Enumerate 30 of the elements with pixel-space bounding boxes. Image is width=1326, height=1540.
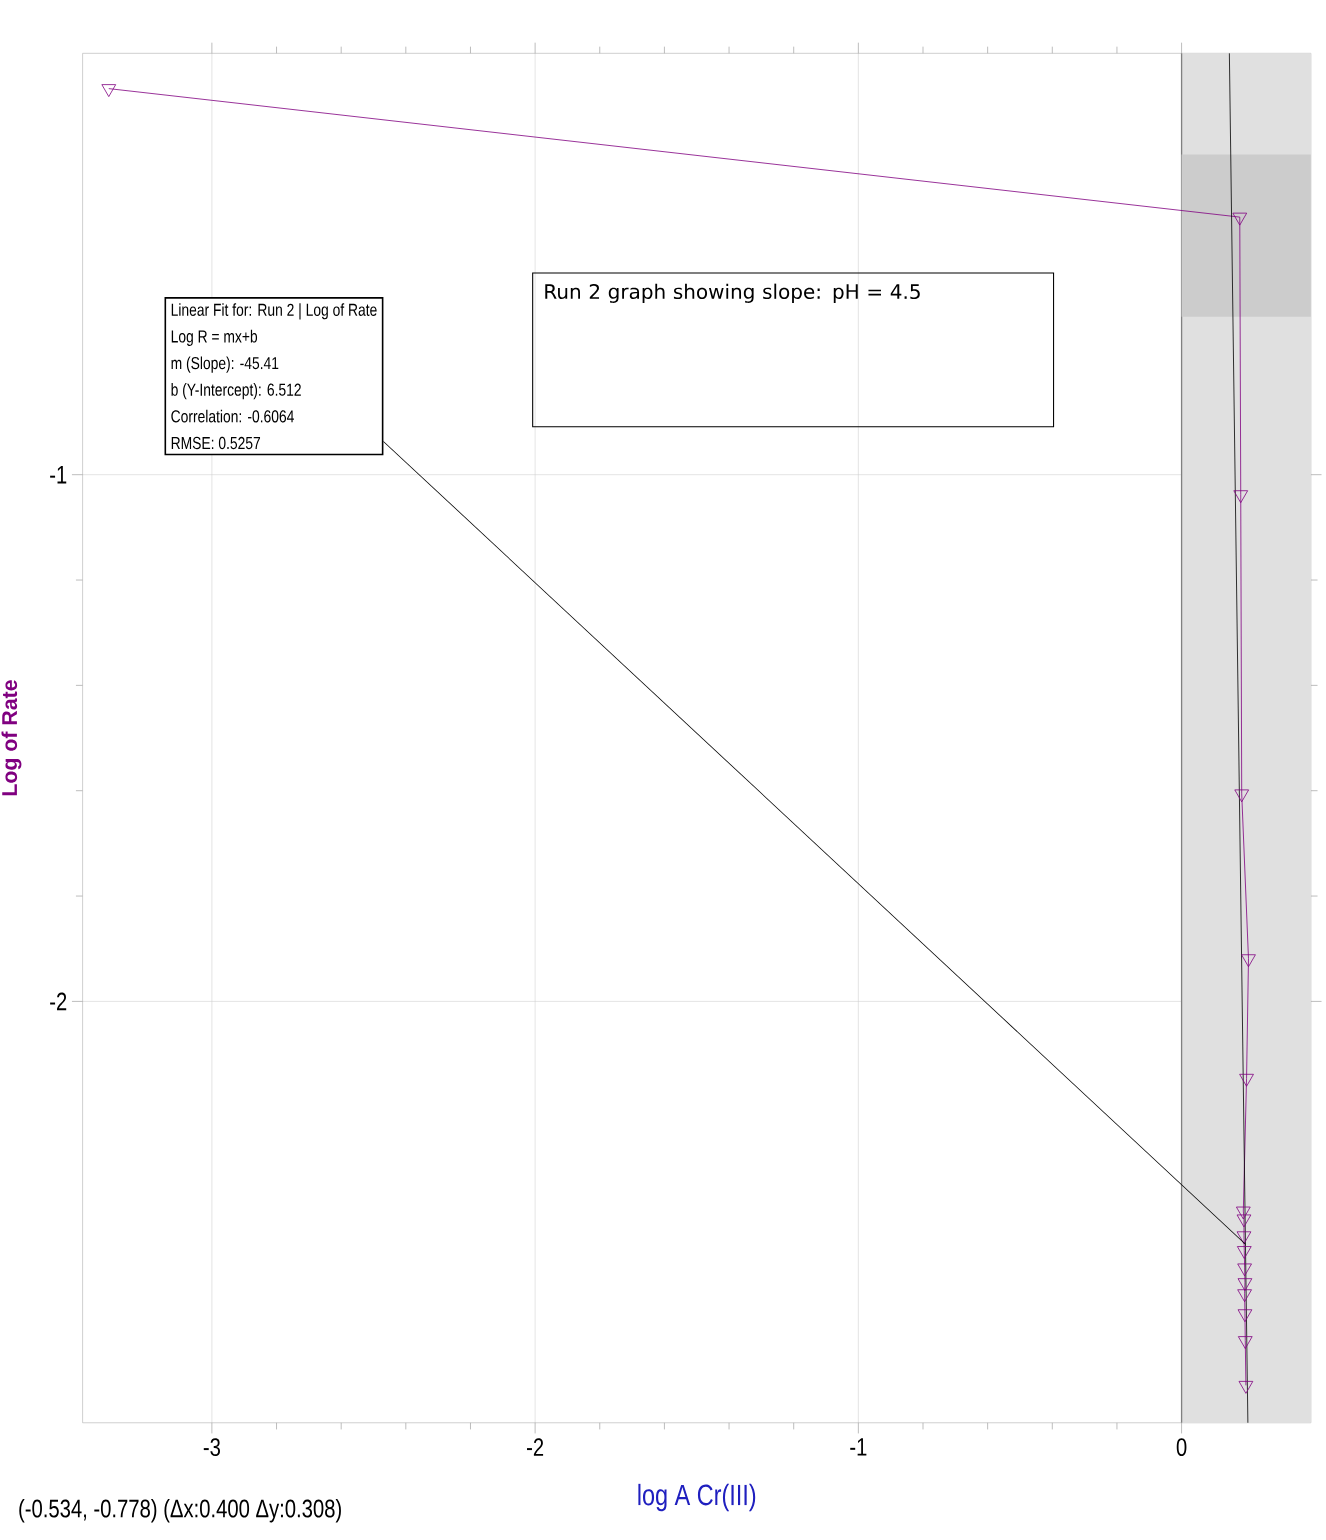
point xyxy=(1237,1289,1253,1303)
x-tick-label: -2 xyxy=(527,1438,544,1456)
point xyxy=(1238,1336,1253,1349)
x-tick-label: -3 xyxy=(204,1438,221,1457)
point xyxy=(1241,954,1257,968)
annotation: m (Slope): -45.41 xyxy=(171,356,279,373)
x-tick-label: -1 xyxy=(850,1438,867,1456)
annotation: b (Y-Intercept): 6.512 xyxy=(171,383,302,400)
annotation: Run 2 graph showing slope: pH = 4.5 xyxy=(545,283,921,303)
point xyxy=(1237,1278,1253,1292)
point xyxy=(1233,490,1249,504)
point xyxy=(1236,1206,1251,1220)
annotation: RMSE: 0.5257 xyxy=(172,436,261,450)
point xyxy=(1236,1231,1252,1245)
annotation: Log R = mx+b xyxy=(172,329,258,346)
point xyxy=(101,84,117,97)
annotation: Linear Fit for: Run 2 | Log of Rate xyxy=(172,303,377,320)
annotation: Correlation: -0.6064 xyxy=(171,409,295,423)
point xyxy=(1234,789,1250,803)
point xyxy=(1232,212,1248,226)
point xyxy=(1237,1263,1253,1277)
point xyxy=(1236,1214,1252,1228)
x-tick-label: 0 xyxy=(1176,1438,1187,1457)
point xyxy=(1238,1380,1254,1394)
text: (-0.534, -0.778) (Δx:0.400 Δy:0.308) xyxy=(19,1498,342,1523)
point xyxy=(1239,1073,1255,1087)
point xyxy=(1237,1309,1253,1323)
y-axis-title: Log of Rate xyxy=(1,680,22,796)
point xyxy=(1237,1246,1252,1259)
x-axis-title: log A Cr(III) xyxy=(638,1483,756,1512)
